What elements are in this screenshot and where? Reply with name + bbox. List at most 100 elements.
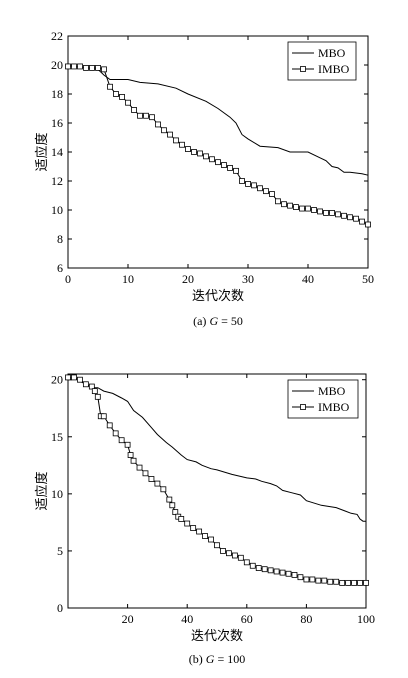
y-tick-label: 14	[51, 145, 63, 159]
data-point-imbo	[101, 66, 107, 73]
data-point-imbo	[293, 204, 299, 211]
data-point-imbo	[179, 141, 185, 148]
data-point-imbo	[148, 476, 155, 482]
data-point-imbo	[215, 159, 221, 166]
data-point-imbo	[255, 565, 262, 571]
data-point-imbo	[185, 146, 191, 153]
data-point-imbo	[208, 536, 214, 543]
data-point-imbo	[309, 576, 316, 583]
data-point-imbo	[112, 430, 119, 437]
y-tick-label: 20	[51, 373, 63, 387]
data-point-imbo	[305, 205, 311, 212]
data-point-imbo	[191, 149, 197, 155]
data-point-imbo	[131, 107, 137, 113]
data-point-imbo	[251, 182, 257, 189]
chart-panel: 20 40 60 80 100 0 5 10 15 20 迭代次数 适应度 (b) G = 100 MBO…	[34, 373, 375, 666]
data-point-imbo	[178, 516, 185, 522]
x-tick-label: 100	[357, 612, 375, 626]
data-point-imbo	[239, 178, 245, 184]
data-point-imbo	[94, 393, 101, 400]
data-point-imbo	[273, 568, 280, 575]
data-point-imbo	[125, 99, 131, 106]
x-tick-label: 10	[122, 272, 134, 286]
x-axis-title: 迭代次数	[191, 628, 243, 643]
legend-label: IMBO	[318, 400, 350, 414]
data-point-imbo	[221, 162, 227, 168]
data-point-imbo	[279, 569, 286, 576]
y-axis-title: 适应度	[34, 471, 49, 510]
caption-part: = 100	[214, 652, 245, 666]
data-point-imbo	[311, 207, 317, 213]
data-point-imbo	[339, 579, 346, 586]
data-point-imbo	[106, 422, 113, 429]
legend-label: MBO	[318, 384, 346, 398]
data-point-imbo	[65, 374, 71, 381]
data-point-imbo	[65, 63, 71, 70]
data-point-imbo	[107, 83, 113, 90]
y-tick-label: 10	[51, 203, 63, 217]
data-point-imbo	[359, 218, 365, 225]
caption-part: (b)	[189, 652, 206, 666]
data-point-imbo	[257, 185, 263, 192]
data-point-imbo	[231, 552, 238, 559]
data-point-imbo	[317, 208, 323, 215]
data-point-imbo	[118, 437, 125, 444]
data-point-imbo	[166, 496, 173, 503]
data-point-imbo	[91, 388, 98, 395]
data-point-imbo	[143, 112, 149, 119]
y-tick-label: 16	[51, 116, 63, 130]
data-point-imbo	[287, 202, 293, 209]
data-point-imbo	[137, 112, 143, 119]
data-point-imbo	[263, 188, 269, 195]
data-point-imbo	[173, 137, 179, 144]
data-point-imbo	[127, 452, 134, 458]
data-point-imbo	[142, 470, 149, 477]
y-tick-label: 20	[51, 58, 63, 72]
data-point-imbo	[303, 576, 310, 583]
data-point-imbo	[203, 153, 209, 160]
data-point-imbo	[154, 480, 161, 487]
data-point-imbo	[269, 191, 275, 197]
y-tick-label: 6	[57, 261, 63, 275]
data-point-imbo	[220, 548, 226, 554]
data-point-imbo	[197, 150, 203, 157]
x-axis-title: 迭代次数	[192, 288, 244, 303]
y-tick-label: 12	[51, 174, 63, 188]
data-point-imbo	[351, 579, 357, 586]
data-point-imbo	[82, 381, 89, 388]
data-point-imbo	[281, 201, 287, 208]
x-tick-label: 20	[122, 612, 134, 626]
x-tick-label: 20	[182, 272, 194, 286]
data-point-imbo	[119, 94, 125, 100]
legend-swatch-marker	[300, 404, 306, 410]
data-point-imbo	[365, 221, 371, 228]
data-point-imbo	[285, 570, 292, 577]
legend-swatch-marker	[300, 66, 306, 72]
series-line-imbo	[68, 66, 369, 225]
y-axis-title: 适应度	[34, 132, 49, 171]
data-point-imbo	[172, 509, 179, 516]
data-point-imbo	[335, 211, 341, 218]
data-point-imbo	[71, 63, 77, 70]
data-point-imbo	[341, 212, 347, 219]
data-point-imbo	[95, 65, 101, 71]
data-point-imbo	[100, 413, 107, 420]
data-point-imbo	[291, 571, 298, 578]
y-tick-label: 8	[57, 232, 63, 246]
data-point-imbo	[297, 574, 304, 581]
y-tick-label: 15	[51, 430, 63, 444]
data-point-imbo	[243, 559, 250, 566]
data-point-imbo	[155, 121, 161, 128]
data-point-imbo	[71, 374, 77, 381]
data-point-imbo	[184, 520, 191, 527]
caption-part: G	[209, 314, 218, 328]
data-point-imbo	[214, 542, 220, 549]
data-point-imbo	[363, 579, 369, 586]
data-point-imbo	[299, 205, 305, 212]
x-tick-label: 40	[181, 612, 193, 626]
caption-part: (a)	[193, 314, 209, 328]
data-point-imbo	[124, 441, 131, 448]
data-point-imbo	[347, 214, 353, 221]
data-point-imbo	[275, 198, 281, 205]
